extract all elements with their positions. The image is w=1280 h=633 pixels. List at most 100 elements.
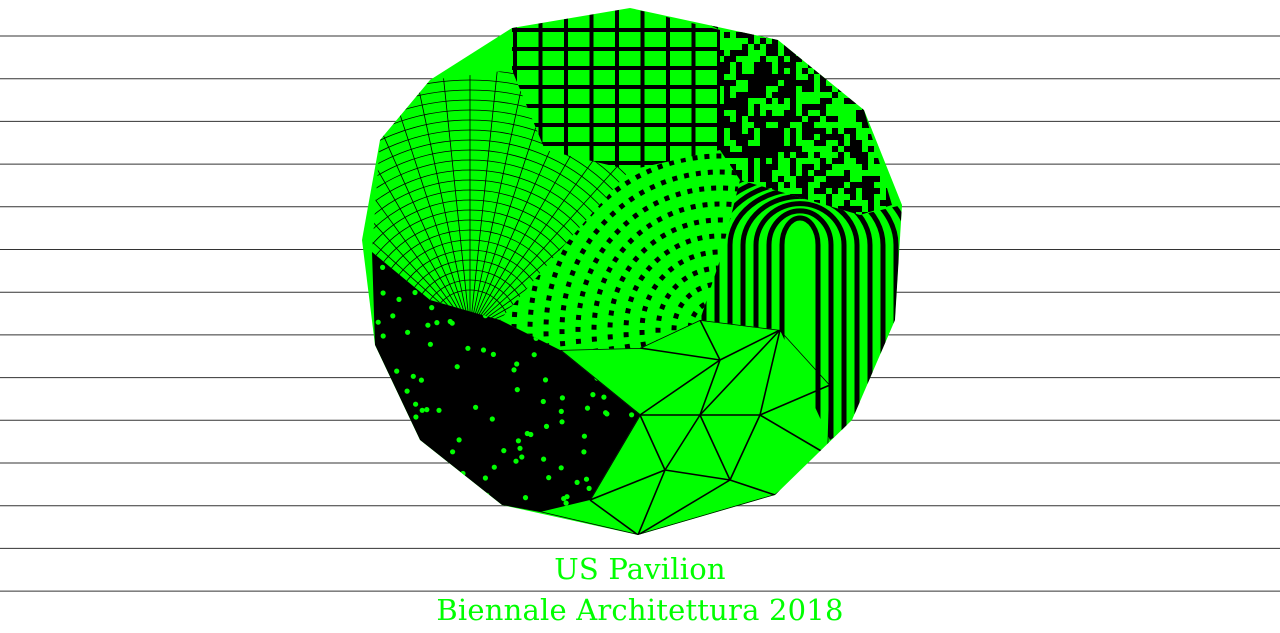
noise-pixel (886, 98, 892, 104)
green-dot (561, 496, 567, 502)
noise-pixel (874, 188, 880, 194)
noise-pixel (748, 158, 754, 164)
noise-pixel (886, 152, 892, 158)
facet-edge (589, 499, 639, 535)
noise-pixel (874, 80, 880, 86)
noise-pixel (904, 122, 910, 128)
noise-pixel (880, 104, 886, 110)
noise-pixel (772, 38, 778, 44)
green-dot (558, 408, 564, 414)
noise-pixel (880, 122, 886, 128)
noise-pixel (772, 140, 778, 146)
noise-pixel (766, 74, 772, 80)
noise-pixel (892, 56, 898, 62)
noise-pixel (826, 44, 832, 50)
noise-pixel (898, 188, 904, 194)
noise-pixel (814, 116, 820, 122)
green-dot (540, 398, 546, 405)
noise-pixel (814, 188, 820, 194)
noise-pixel (886, 122, 892, 128)
green-dot (424, 407, 430, 413)
noise-pixel (808, 164, 814, 170)
green-dot (419, 407, 425, 413)
green-dot (506, 522, 511, 527)
green-dot (507, 521, 512, 526)
noise-pixel (808, 44, 814, 50)
noise-pixel (898, 158, 904, 164)
noise-pixel (748, 116, 754, 122)
noise-pixel (802, 194, 808, 200)
noise-pixel (724, 62, 730, 68)
green-dot (404, 388, 410, 394)
noise-pixel (868, 32, 874, 38)
noise-pixel (766, 62, 772, 68)
green-dot (405, 329, 411, 335)
noise-pixel (826, 98, 832, 104)
facet-edge (759, 329, 781, 416)
noise-pixel (904, 170, 910, 176)
noise-pixel (778, 26, 784, 32)
noise-pixel (784, 92, 790, 98)
noise-pixel (742, 92, 748, 98)
noise-pixel (832, 158, 838, 164)
mesh-ray (469, 70, 576, 320)
noise-pixel (898, 68, 904, 74)
facet-edge (639, 359, 721, 416)
noise-pixel (784, 74, 790, 80)
green-dot (436, 407, 442, 413)
green-dot (522, 495, 529, 501)
noise-pixel (796, 194, 802, 200)
noise-pixel (742, 134, 748, 140)
noise-pixel (808, 86, 814, 92)
noise-pixel (838, 26, 844, 32)
noise-pixel (820, 80, 826, 86)
noise-pixel (754, 26, 760, 32)
noise-pixel (790, 164, 796, 170)
green-dot (515, 438, 522, 444)
noise-pixel (862, 92, 868, 98)
dashed-arc (575, 185, 740, 350)
noise-pixel (874, 38, 880, 44)
pavilion-title: US Pavilion (554, 552, 726, 586)
noise-pixel (832, 146, 838, 152)
noise-pixel (766, 20, 772, 26)
noise-pixel (748, 38, 754, 44)
noise-pixel (808, 104, 814, 110)
noise-pixel (766, 68, 772, 74)
noise-pixel (766, 128, 772, 134)
facet-edge (699, 329, 781, 416)
noise-pixel (718, 74, 724, 80)
noise-pixel (874, 44, 880, 50)
noise-pixel (766, 176, 772, 182)
noise-pixel (766, 152, 772, 158)
noise-pixel (766, 116, 772, 122)
noise-pixel (790, 44, 796, 50)
green-dot (543, 423, 550, 429)
noise-pixel (868, 134, 874, 140)
noise-pixel (772, 128, 778, 134)
noise-pixel (766, 80, 772, 86)
noise-pixel (838, 158, 844, 164)
noise-pixel (790, 146, 796, 152)
noise-pixel (718, 116, 724, 122)
noise-pixel (718, 50, 724, 56)
noise-pixel (724, 152, 730, 158)
green-dot (480, 347, 487, 353)
noise-pixel (796, 56, 802, 62)
noise-pixel (754, 86, 760, 92)
noise-pixel (736, 104, 742, 110)
noise-pixel (754, 110, 760, 116)
noise-pixel (778, 62, 784, 68)
noise-pixel (832, 32, 838, 38)
green-dot (418, 377, 424, 383)
noise-pixel (796, 152, 802, 158)
noise-pixel (856, 158, 862, 164)
noise-pixel (814, 170, 820, 176)
noise-pixel (844, 176, 850, 182)
noise-pixel (784, 62, 790, 68)
noise-pixel (838, 62, 844, 68)
noise-pixel (736, 152, 742, 158)
noise-pixel (802, 26, 808, 32)
noise-pixel (742, 152, 748, 158)
dashed-arc (543, 153, 740, 350)
